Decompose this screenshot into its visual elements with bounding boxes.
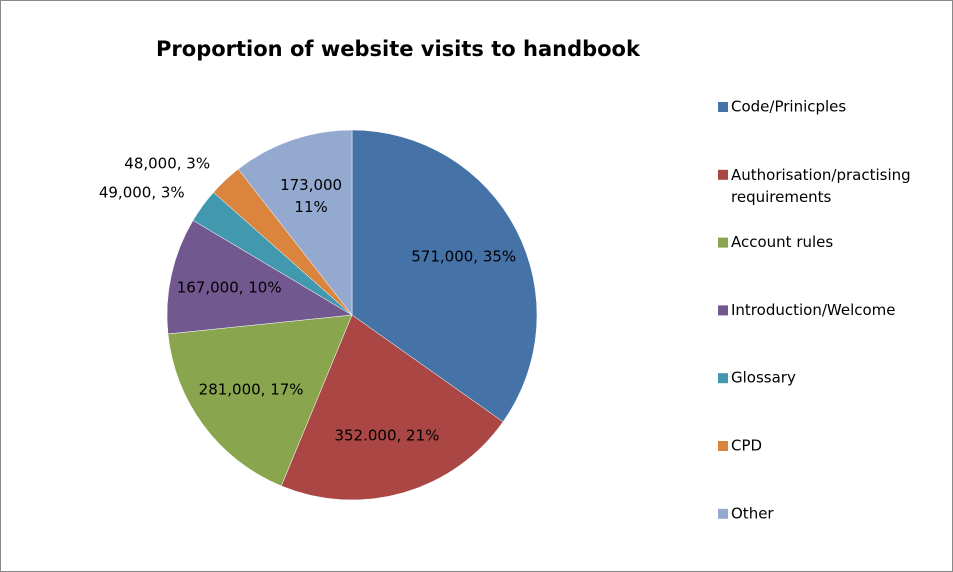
chart-title: Proportion of website visits to handbook xyxy=(156,37,641,61)
pie-slice xyxy=(166,220,353,335)
pie-slice xyxy=(237,129,353,316)
data-label: 352.000, 21% xyxy=(334,426,439,444)
legend-swatch xyxy=(718,169,728,180)
legend-label: Code/Prinicples xyxy=(731,98,846,116)
legend-label: Other xyxy=(731,504,774,522)
legend-swatch xyxy=(718,508,728,519)
pie-slice xyxy=(351,129,538,423)
legend-swatch xyxy=(718,237,728,248)
legend-label: Glossary xyxy=(731,369,796,387)
data-label: 173,000 11% xyxy=(280,176,342,216)
legend-swatch xyxy=(718,373,728,384)
legend-label: Introduction/Welcome xyxy=(731,301,896,319)
data-label: 571,000, 35% xyxy=(411,248,516,266)
legend-swatch xyxy=(718,305,728,316)
data-label: 167,000, 10% xyxy=(177,278,282,296)
legend-swatch xyxy=(718,441,728,451)
data-label: 281,000, 17% xyxy=(199,381,304,399)
legend-label: Account rules xyxy=(731,233,833,251)
data-label: 49,000, 3% xyxy=(99,183,185,201)
legend-swatch xyxy=(718,102,728,112)
data-label: 48,000, 3% xyxy=(124,155,210,173)
legend-label: Authorisation/practising requirements xyxy=(731,165,911,205)
pie-slice xyxy=(167,314,353,487)
pie-slice xyxy=(280,314,504,501)
legend-label: CPD xyxy=(731,437,762,455)
